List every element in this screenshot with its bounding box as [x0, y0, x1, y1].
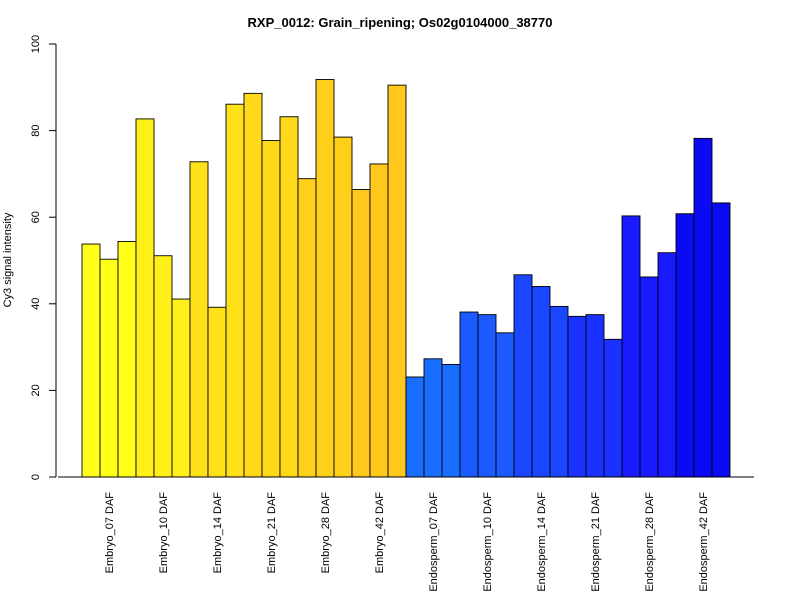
bar	[315, 79, 335, 478]
y-tick-label: 80	[30, 124, 42, 136]
bar	[81, 243, 101, 478]
y-tick-label: 100	[30, 35, 42, 53]
x-tick-label: Embryo_10 DAF	[158, 492, 170, 574]
x-tick-label: Endosperm_42 DAF	[698, 492, 710, 592]
bar	[117, 240, 137, 478]
bar	[423, 358, 443, 478]
bar	[279, 116, 299, 478]
bar	[567, 315, 587, 478]
bar	[207, 306, 227, 478]
y-tick-label: 60	[30, 211, 42, 223]
x-tick-label: Embryo_42 DAF	[374, 492, 386, 574]
x-tick-label: Endosperm_14 DAF	[536, 492, 548, 592]
bar	[531, 286, 551, 478]
x-tick-label: Embryo_28 DAF	[320, 492, 332, 574]
bar	[603, 338, 623, 478]
bar	[333, 136, 353, 478]
bar	[639, 276, 659, 478]
bar	[369, 163, 389, 478]
bar	[549, 305, 569, 478]
x-tick-label: Endosperm_07 DAF	[428, 492, 440, 592]
bar	[477, 314, 497, 478]
bar	[693, 137, 713, 478]
bar	[513, 274, 533, 478]
bar	[495, 332, 515, 478]
chart-title: RXP_0012: Grain_ripening; Os02g0104000_3…	[248, 15, 553, 30]
bar	[225, 103, 245, 478]
bar	[351, 189, 371, 478]
bars-group	[81, 79, 731, 478]
bar	[405, 376, 425, 478]
bar	[441, 363, 461, 478]
bar	[621, 215, 641, 478]
x-tick-label: Embryo_07 DAF	[104, 492, 116, 574]
bar	[261, 140, 281, 478]
bar	[153, 255, 173, 478]
y-tick-label: 0	[30, 474, 42, 480]
bar	[99, 258, 119, 478]
y-axis-label: Cy3 signal intensity	[2, 212, 14, 307]
x-tick-label: Endosperm_28 DAF	[644, 492, 656, 592]
bar	[675, 213, 695, 478]
x-tick-label: Endosperm_21 DAF	[590, 492, 602, 592]
bar	[585, 314, 605, 478]
y-tick-label: 40	[30, 298, 42, 310]
x-tick-label: Embryo_21 DAF	[266, 492, 278, 574]
bar	[297, 178, 317, 478]
bar	[387, 84, 407, 478]
y-tick-label: 20	[30, 384, 42, 396]
x-tick-label: Endosperm_10 DAF	[482, 492, 494, 592]
bar	[135, 118, 155, 478]
bar	[171, 298, 191, 478]
bar	[459, 311, 479, 478]
bar	[243, 92, 263, 478]
y-axis: 0 20 40 60 80 100	[30, 35, 57, 480]
bar	[189, 161, 209, 478]
bar	[657, 252, 677, 478]
bar	[711, 202, 731, 478]
x-axis: Embryo_07 DAF Embryo_10 DAF Embryo_14 DAF E…	[58, 476, 754, 592]
x-tick-label: Embryo_14 DAF	[212, 492, 224, 574]
